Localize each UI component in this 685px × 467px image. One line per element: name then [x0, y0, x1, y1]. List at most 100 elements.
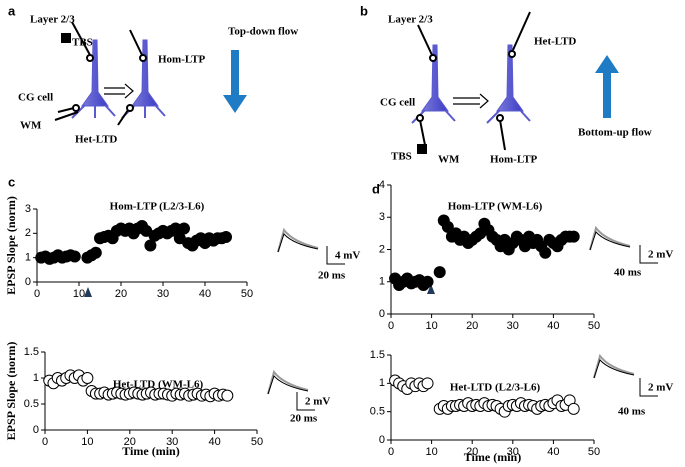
- y-tick-label: 0: [379, 434, 385, 446]
- trace: [593, 359, 635, 379]
- trace: [593, 353, 635, 379]
- neuron: [411, 44, 531, 124]
- electrodes: [416, 11, 531, 154]
- chart-title: Hom-LTP (L2/3-L6): [110, 201, 205, 213]
- trace: [589, 231, 631, 251]
- panel-label: d: [372, 181, 380, 196]
- scale-label: 40 ms: [614, 267, 642, 279]
- x-tick-label: 30: [157, 288, 169, 300]
- chart-title: Hom-LTP (WM-L6): [448, 201, 543, 213]
- scale-label: 2 mV: [648, 249, 673, 261]
- label: TBS: [72, 37, 93, 49]
- scale-label: 2 mV: [648, 382, 673, 394]
- flow-arrow: [223, 50, 247, 113]
- x-tick-label: 40: [208, 436, 220, 448]
- y-tick-label: 0: [25, 276, 31, 288]
- label: Layer 2/3: [30, 14, 75, 26]
- x-tick-label: 50: [251, 436, 263, 448]
- y-axis-label: EPSP Slope (norm): [4, 342, 18, 441]
- x-tick-label: 30: [166, 436, 178, 448]
- scale-bar: [296, 392, 315, 411]
- data-point: [89, 246, 102, 259]
- panel-label: a: [8, 3, 16, 18]
- label: Het-LTD: [534, 36, 576, 48]
- y-tick-label: 4: [379, 179, 385, 191]
- x-tick-label: 40: [547, 320, 559, 332]
- x-tick-label: 0: [388, 446, 394, 458]
- x-axis-label: Time (min): [464, 450, 521, 464]
- scale-label: 4 mV: [335, 250, 360, 262]
- y-tick-label: 2: [379, 243, 385, 255]
- scale-label: 2 mV: [305, 396, 330, 408]
- data-point: [433, 266, 446, 279]
- scale-label: 20 ms: [318, 270, 346, 282]
- y-tick-label: 0.5: [370, 406, 385, 418]
- label: Hom-LTP: [158, 54, 206, 66]
- y-tick-label: 1.5: [370, 349, 385, 361]
- label: Hom-LTP: [490, 154, 538, 166]
- y-tick-label: 1: [379, 276, 385, 288]
- label: WM: [438, 154, 460, 166]
- data-point: [68, 250, 81, 263]
- x-tick-label: 0: [42, 436, 48, 448]
- panel-label: b: [360, 3, 368, 18]
- x-axis-label: Time (min): [122, 444, 179, 458]
- chart-title: Het-LTD (L2/3-L6): [450, 382, 541, 394]
- trace: [267, 369, 309, 395]
- x-tick-label: 20: [115, 288, 127, 300]
- trace: [277, 227, 319, 253]
- neuron: [71, 39, 166, 119]
- tbs-marker: [84, 287, 92, 297]
- trace: [277, 233, 319, 253]
- electrodes: [54, 21, 147, 126]
- scale-bar: [639, 245, 658, 264]
- x-tick-label: 20: [466, 320, 478, 332]
- y-tick-label: 1: [25, 252, 31, 264]
- scale-label: 40 ms: [618, 406, 646, 418]
- x-tick-label: 10: [425, 320, 437, 332]
- x-tick-label: 10: [425, 446, 437, 458]
- x-tick-label: 50: [588, 446, 600, 458]
- scale-bar: [639, 378, 658, 397]
- x-tick-label: 20: [124, 436, 136, 448]
- y-tick-label: 0: [33, 424, 39, 436]
- x-tick-label: 50: [588, 320, 600, 332]
- data-point: [567, 230, 580, 243]
- scale-label: 20 ms: [290, 413, 318, 425]
- data-point: [421, 275, 434, 288]
- y-tick-label: 1: [33, 372, 39, 384]
- x-tick-label: 20: [466, 446, 478, 458]
- x-tick-label: 50: [241, 288, 253, 300]
- label: WM: [20, 120, 42, 132]
- y-axis-label: EPSP Slope (norm): [4, 196, 18, 295]
- diagram-a: a Layer 2/3 TBS Top-down flow Hom-LTP CG…: [8, 3, 298, 145]
- y-tick-label: 3: [25, 203, 31, 215]
- flow-arrow: [595, 55, 619, 118]
- y-tick-label: 3: [379, 211, 385, 223]
- diagram-b: b Layer 2/3 Het-LTD CG cell Bottom-up fl…: [360, 3, 652, 165]
- label: Layer 2/3: [388, 14, 433, 26]
- x-tick-label: 10: [81, 436, 93, 448]
- y-tick-label: 1: [379, 377, 385, 389]
- label: TBS: [391, 151, 412, 163]
- label: Bottom-up flow: [578, 127, 652, 139]
- trace: [589, 225, 631, 251]
- label: CG cell: [380, 97, 415, 109]
- panel-label: c: [8, 174, 15, 189]
- x-tick-label: 30: [507, 446, 519, 458]
- x-tick-label: 0: [388, 320, 394, 332]
- x-tick-label: 40: [547, 446, 559, 458]
- x-tick-label: 40: [199, 288, 211, 300]
- x-tick-label: 30: [507, 320, 519, 332]
- y-tick-label: 0.5: [24, 398, 39, 410]
- y-tick-label: 0: [379, 308, 385, 320]
- data-point: [567, 402, 580, 415]
- y-tick-label: 2: [25, 227, 31, 239]
- tbs-marker: [427, 284, 435, 294]
- x-tick-label: 0: [34, 288, 40, 300]
- label: Top-down flow: [228, 26, 298, 38]
- scale-bar: [326, 246, 345, 265]
- data-point: [178, 222, 190, 235]
- data-point: [220, 230, 232, 243]
